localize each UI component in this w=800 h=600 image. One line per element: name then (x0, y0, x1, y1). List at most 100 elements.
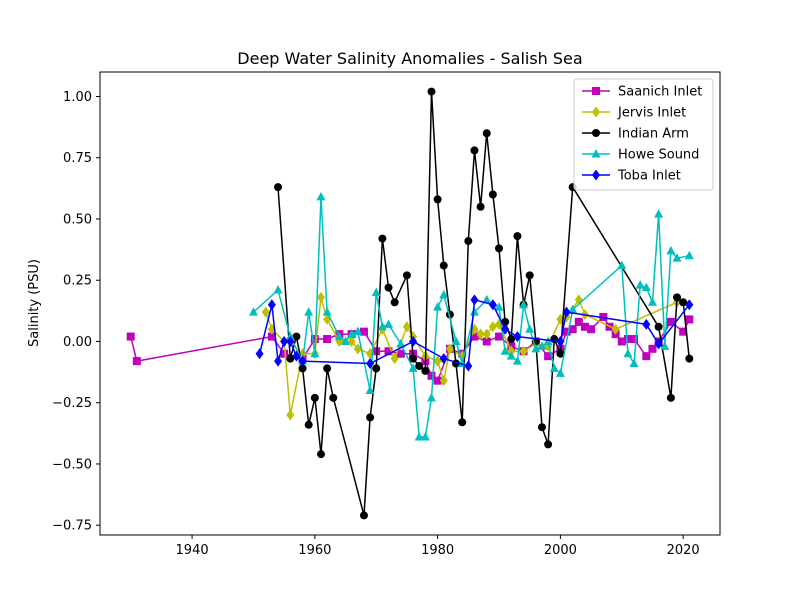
data-point-jervis-inlet (261, 306, 270, 318)
y-tick-label: 0.25 (63, 274, 92, 289)
data-point-toba-inlet (366, 358, 375, 370)
legend-marker (592, 129, 600, 137)
data-point-saanich-inlet (427, 371, 436, 380)
data-point-howe-sound (304, 307, 314, 316)
data-point-saanich-inlet (587, 325, 596, 334)
y-tick-label: −0.50 (52, 457, 92, 472)
legend-entry-toba-inlet: Toba Inlet (582, 169, 681, 184)
chart-title: Deep Water Salinity Anomalies - Salish S… (237, 49, 582, 68)
data-point-saanich-inlet (470, 332, 479, 341)
data-point-howe-sound (408, 363, 418, 372)
data-point-indian-arm (673, 293, 682, 302)
y-tick-label: 0.00 (63, 335, 92, 350)
series-howe-sound (248, 191, 694, 441)
data-point-toba-inlet (501, 323, 510, 335)
data-point-howe-sound (666, 245, 676, 255)
data-point-howe-sound (433, 302, 443, 311)
y-axis-label: Salinity (PSU) (27, 259, 42, 347)
data-point-howe-sound (549, 363, 559, 372)
legend-entry-indian-arm: Indian Arm (582, 127, 689, 142)
data-point-howe-sound (347, 329, 357, 338)
data-point-howe-sound (672, 253, 682, 262)
data-point-howe-sound (525, 324, 535, 333)
data-point-saanich-inlet (495, 332, 504, 341)
data-point-indian-arm (666, 393, 675, 402)
data-point-saanich-inlet (359, 327, 368, 336)
data-point-jervis-inlet (611, 323, 620, 335)
legend-entry-jervis-inlet: Jervis Inlet (582, 106, 686, 121)
data-point-jervis-inlet (439, 375, 448, 387)
data-point-indian-arm (274, 183, 283, 192)
data-point-jervis-inlet (482, 328, 491, 340)
data-point-saanich-inlet (544, 352, 553, 361)
data-point-saanich-inlet (580, 322, 589, 331)
data-point-howe-sound (316, 191, 326, 201)
data-point-howe-sound (365, 385, 375, 394)
y-tick-label: 0.50 (63, 212, 92, 227)
x-tick-label: 1980 (421, 543, 454, 558)
data-point-indian-arm (513, 232, 522, 241)
data-point-indian-arm (482, 129, 491, 138)
legend-entry-saanich-inlet: Saanich Inlet (582, 85, 702, 100)
data-point-toba-inlet (464, 360, 473, 372)
data-point-howe-sound (310, 348, 320, 358)
data-point-saanich-inlet (280, 349, 289, 358)
data-point-saanich-inlet (323, 335, 332, 344)
data-point-indian-arm (329, 393, 338, 402)
data-point-saanich-inlet (630, 335, 639, 344)
data-point-saanich-inlet (433, 376, 442, 385)
data-point-indian-arm (464, 237, 473, 246)
data-point-howe-sound (334, 331, 344, 341)
data-point-indian-arm (544, 440, 553, 449)
data-point-toba-inlet (513, 331, 522, 343)
legend-label: Jervis Inlet (617, 106, 686, 121)
data-point-saanich-inlet (384, 347, 393, 356)
data-point-toba-inlet (267, 299, 276, 311)
data-point-indian-arm (476, 202, 485, 211)
data-point-howe-sound (377, 321, 387, 331)
data-point-saanich-inlet (126, 332, 135, 341)
y-tick-label: −0.75 (52, 519, 92, 534)
data-point-indian-arm (537, 423, 546, 432)
data-point-saanich-inlet (568, 325, 577, 334)
data-point-indian-arm (298, 364, 307, 373)
data-point-saanich-inlet (623, 335, 632, 344)
data-point-jervis-inlet (286, 409, 295, 421)
data-point-indian-arm (310, 393, 319, 402)
data-point-saanich-inlet (562, 327, 571, 336)
data-point-jervis-inlet (402, 321, 411, 333)
data-point-howe-sound (396, 338, 406, 348)
data-point-howe-sound (426, 392, 436, 402)
data-point-howe-sound (384, 319, 394, 328)
data-point-indian-arm (384, 283, 393, 292)
legend-marker (592, 169, 600, 181)
data-point-howe-sound (482, 294, 492, 304)
x-tick-label: 1940 (176, 543, 209, 558)
x-tick-label: 2000 (544, 543, 577, 558)
series-toba-inlet (255, 294, 694, 372)
data-point-saanich-inlet (617, 337, 626, 346)
data-point-howe-sound (506, 351, 516, 360)
data-point-indian-arm (304, 420, 313, 429)
data-point-toba-inlet (286, 335, 295, 347)
data-point-toba-inlet (298, 355, 307, 367)
data-point-howe-sound (439, 289, 449, 299)
data-point-toba-inlet (654, 338, 663, 350)
data-point-howe-sound (555, 368, 565, 377)
data-point-toba-inlet (470, 294, 479, 306)
data-point-indian-arm (433, 195, 442, 204)
data-point-indian-arm (378, 234, 387, 243)
data-point-jervis-inlet (347, 335, 356, 347)
data-point-toba-inlet (280, 335, 289, 347)
data-point-indian-arm (415, 361, 424, 370)
axes-frame (99, 71, 721, 536)
data-point-indian-arm (679, 298, 688, 307)
data-point-indian-arm (316, 450, 325, 459)
data-point-toba-inlet (488, 299, 497, 311)
data-point-jervis-inlet (519, 345, 528, 357)
data-point-howe-sound (341, 336, 351, 345)
legend-box (573, 78, 714, 191)
data-point-indian-arm (507, 335, 516, 344)
data-point-toba-inlet (642, 318, 651, 330)
